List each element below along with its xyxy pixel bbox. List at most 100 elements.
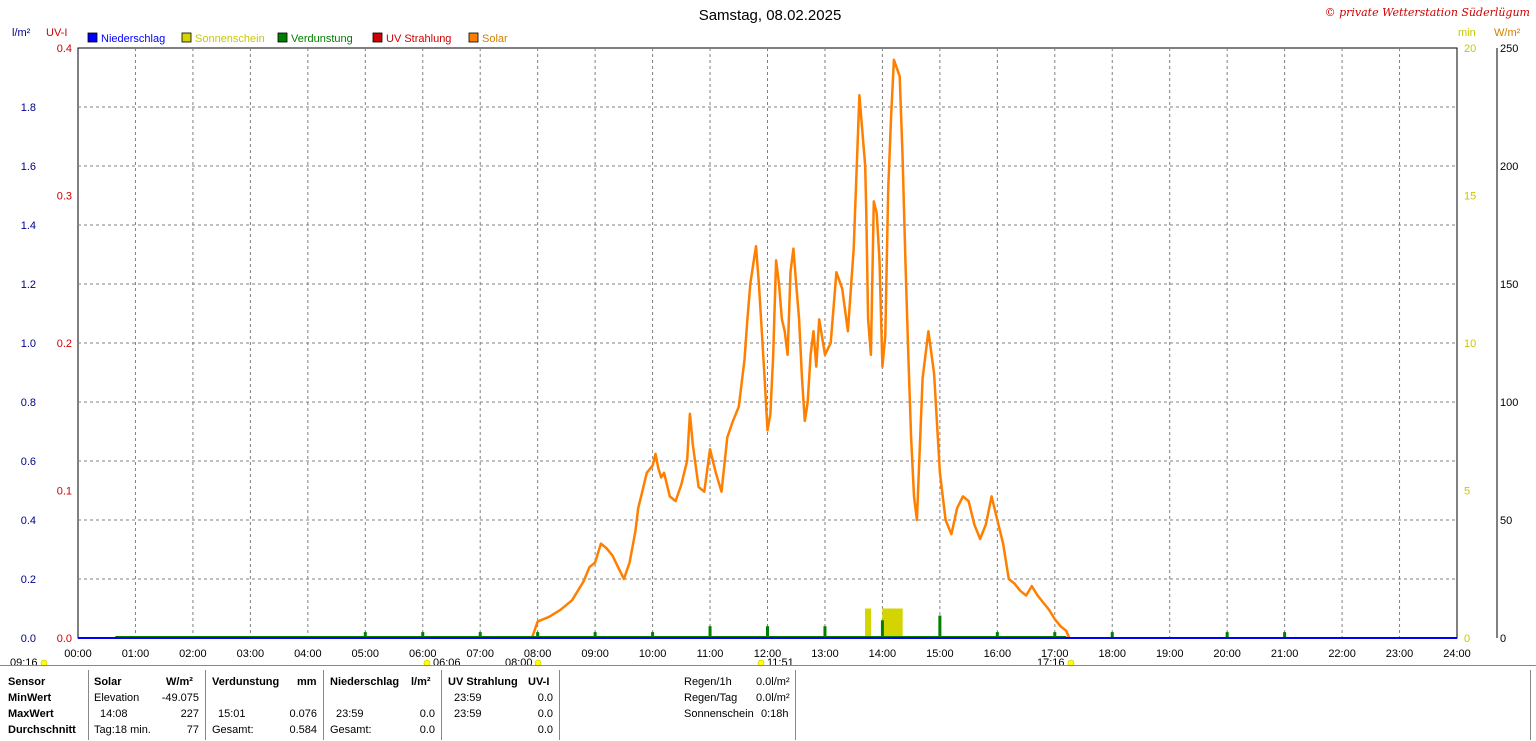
precip-tick-label: 0.2 — [21, 574, 36, 586]
solar-tick-label: 50 — [1500, 515, 1512, 527]
x-tick-label: 24:00 — [1443, 648, 1471, 660]
precip-tick-label: 1.4 — [21, 220, 36, 232]
x-tick-label: 10:00 — [639, 648, 667, 660]
solar-header: Solar — [94, 676, 122, 688]
uv-tick-label: 0.3 — [57, 191, 72, 203]
solar-tick-label: 150 — [1500, 279, 1518, 291]
sun-marker-label: 06:06 — [433, 657, 461, 669]
x-tick-label: 18:00 — [1098, 648, 1126, 660]
credit-text: © private Wetterstation Süderlügum — [1325, 6, 1530, 19]
weather-chart: 00:00 01:00 02:00 03:00 04:00 05:00 06:00 07:00… — [10, 6, 1530, 669]
uv-tick-label: 0.1 — [57, 486, 72, 498]
uv-max-time: 23:59 — [454, 708, 482, 720]
x-tick-label: 21:00 — [1271, 648, 1299, 660]
legend-label: Solar — [482, 33, 508, 45]
x-tick-label: 06:00 — [409, 648, 437, 660]
uv-min-time: 23:59 — [454, 692, 482, 704]
solar-unit-label: W/m² — [1494, 27, 1521, 39]
solar-avg-label: Tag:18 min. — [94, 724, 151, 736]
sun-tick-label: 10 — [1464, 338, 1476, 350]
precip-tick-label: 0.4 — [21, 515, 36, 527]
solar-max-time: 14:08 — [100, 708, 128, 720]
x-tick-label: 01:00 — [122, 648, 150, 660]
solar-tick-label: 200 — [1500, 161, 1518, 173]
sun-marker-icon — [423, 659, 431, 667]
precip-max-time: 23:59 — [336, 708, 364, 720]
sun-marker-label: 08:00 — [505, 657, 533, 669]
sun-marker-icon — [1067, 659, 1075, 667]
sun-marker-icon — [757, 659, 765, 667]
x-tick-label: 00:00 — [64, 648, 92, 660]
x-tick-label: 16:00 — [984, 648, 1012, 660]
row-label-max: MaxWert — [8, 708, 54, 720]
x-tick-label: 12:00 — [754, 648, 782, 660]
sun-marker-label: 17:16 — [1037, 657, 1065, 669]
sun-marker-label: 09:16 — [10, 657, 38, 669]
solar-avg-value: 77 — [186, 724, 199, 736]
legend-swatch — [277, 32, 288, 43]
precip-unit: l/m² — [411, 676, 431, 688]
precip-tick-label: 0.8 — [21, 397, 36, 409]
uv-max-value: 0.0 — [537, 708, 553, 720]
x-tick-label: 04:00 — [294, 648, 322, 660]
solar-min-label: Elevation — [94, 692, 140, 704]
precip-total-value: 0.0 — [419, 724, 435, 736]
legend-swatch — [372, 32, 383, 43]
precip-unit-label: l/m² — [12, 27, 31, 39]
precip-tick-label: 0.0 — [21, 633, 36, 645]
x-tick-label: 23:00 — [1386, 648, 1414, 660]
solar-tick-label: 0 — [1500, 633, 1506, 645]
legend-label: Verdunstung — [291, 33, 353, 45]
solar-max-value: 227 — [180, 708, 199, 720]
x-tick-label: 22:00 — [1328, 648, 1356, 660]
precip-tick-label: 1.2 — [21, 279, 36, 291]
evap-total-label: Gesamt: — [212, 724, 254, 736]
legend-label: Niederschlag — [101, 33, 165, 45]
legend-swatch — [87, 32, 98, 43]
extra-rainday-label: Regen/Tag — [684, 692, 738, 704]
row-label-min: MinWert — [8, 692, 52, 704]
extra-sunshine-label: Sonnenschein — [684, 708, 754, 720]
x-tick-label: 11:00 — [697, 648, 724, 660]
row-label-sensor: Sensor — [8, 676, 46, 688]
uv-tick-label: 0.2 — [57, 338, 72, 350]
sun-tick-label: 20 — [1464, 43, 1476, 55]
uv-avg-value: 0.0 — [537, 724, 553, 736]
x-tick-label: 15:00 — [926, 648, 954, 660]
precip-tick-label: 0.6 — [21, 456, 36, 468]
x-tick-label: 05:00 — [352, 648, 380, 660]
x-tick-label: 17:00 — [1041, 648, 1069, 660]
evap-total-value: 0.584 — [289, 724, 317, 736]
evap-header: Verdunstung — [212, 676, 280, 688]
sun-marker-label: 11:51 — [767, 657, 794, 669]
chart-title: Samstag, 08.02.2025 — [699, 7, 842, 24]
uv-tick-label: 0.4 — [57, 43, 72, 55]
sun-tick-label: 5 — [1464, 486, 1470, 498]
x-tick-label: 07:00 — [466, 648, 494, 660]
evap-unit: mm — [297, 676, 317, 688]
extra-rainday-value: 0.0l/m² — [756, 692, 790, 704]
sun-marker-icon — [534, 659, 542, 667]
x-tick-label: 02:00 — [179, 648, 207, 660]
precip-tick-label: 1.8 — [21, 102, 36, 114]
uv-min-value: 0.0 — [537, 692, 553, 704]
uv-unit: UV-I — [528, 676, 550, 688]
sun-unit-label: min — [1458, 27, 1476, 39]
evap-max-time: 15:01 — [218, 708, 246, 720]
sunshine-bar — [896, 608, 903, 638]
x-tick-label: 09:00 — [581, 648, 609, 660]
sun-marker-icon — [40, 659, 48, 667]
legend-label: UV Strahlung — [386, 33, 451, 45]
evap-max-value: 0.076 — [289, 708, 317, 720]
x-tick-label: 19:00 — [1156, 648, 1184, 660]
uv-tick-label: 0.0 — [57, 633, 72, 645]
x-tick-label: 14:00 — [869, 648, 897, 660]
precip-tick-label: 1.0 — [21, 338, 36, 350]
extra-rain1h-value: 0.0l/m² — [756, 676, 790, 688]
solar-min-value: -49.075 — [161, 692, 199, 704]
legend-swatch — [468, 32, 479, 43]
precip-header: Niederschlag — [330, 676, 400, 688]
sun-tick-label: 0 — [1464, 633, 1470, 645]
solar-tick-label: 250 — [1500, 43, 1518, 55]
uv-unit-label: UV-I — [46, 27, 67, 39]
